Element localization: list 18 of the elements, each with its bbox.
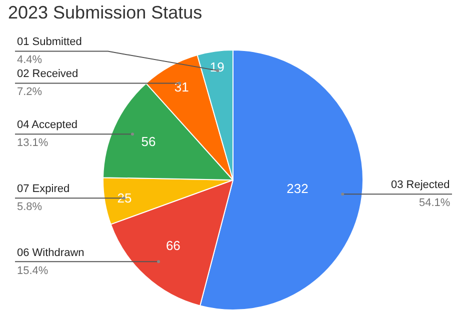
text: 4.4%	[17, 54, 42, 66]
slice-label: 02 Received	[17, 68, 78, 80]
data-label: 19	[210, 59, 224, 74]
text: 15.4%	[17, 265, 48, 277]
slice-label: 04 Accepted	[17, 119, 78, 131]
text: 54.1%	[419, 197, 450, 209]
data-label: 56	[141, 134, 156, 149]
data-label: 232	[286, 180, 308, 196]
slice-label: 01 Submitted	[17, 36, 82, 48]
text: 13.1%	[17, 137, 48, 149]
text: 5.8%	[17, 201, 42, 213]
data-label: 25	[117, 190, 132, 206]
slice-label: 03 Rejected	[391, 179, 450, 191]
slice-label: 06 Withdrawn	[17, 247, 84, 259]
chart-title: 2023 Submission Status	[8, 2, 202, 23]
text: 7.2%	[17, 86, 42, 98]
data-label: 66	[166, 238, 180, 254]
slice-label: 07 Expired	[17, 183, 70, 195]
